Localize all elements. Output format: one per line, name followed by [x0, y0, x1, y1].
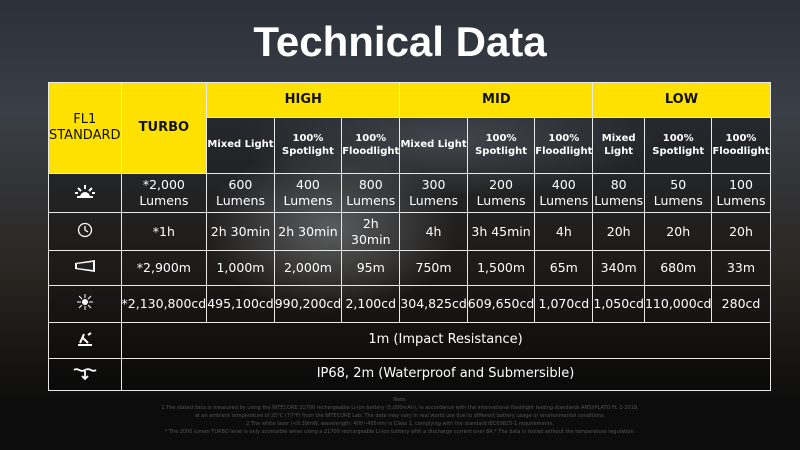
intensity-icon	[48, 285, 122, 323]
table-cell: 110,000cd	[643, 285, 713, 323]
table-cell: 1,500m	[466, 250, 536, 286]
table-cell: 304,825cd	[399, 285, 468, 323]
table-cell: 750m	[399, 250, 468, 286]
footnote-line: 1.The stated data is measured by using t…	[161, 405, 639, 411]
mode-header: 100% Spotlight	[466, 117, 536, 174]
mode-header: 100% Spotlight	[643, 117, 713, 174]
table-cell: 50 Lumens	[643, 173, 713, 213]
table-cell: 2h 30min	[341, 212, 401, 251]
mode-header: 100% Floodlight	[341, 117, 401, 174]
mode-header: Mixed Light	[592, 117, 645, 174]
table-cell: 600 Lumens	[206, 173, 275, 213]
turbo-header: TURBO	[120, 82, 208, 174]
table-cell: 1,050cd	[592, 285, 645, 323]
table-row: *2,130,800cd 495,100cd 990,200cd 2,100cd 304…	[48, 285, 771, 323]
group-high: HIGH	[206, 82, 401, 118]
table-cell: 200 Lumens	[466, 173, 536, 213]
table-cell: 340m	[592, 250, 645, 286]
table-cell: *2,000 Lumens	[120, 173, 208, 213]
table-cell: 33m	[711, 250, 771, 286]
table-cell: 2,100cd	[341, 285, 401, 323]
table-cell: 2,000m	[273, 250, 343, 286]
footnote-line: * The 2000 lumen TURBO level is only acc…	[164, 429, 636, 435]
table-row: *1h 2h 30min 2h 30min 2h 30min 4h 3h 45min 4h 2…	[48, 212, 771, 251]
table-cell: *2,900m	[120, 250, 208, 286]
impact-resistance-icon	[48, 322, 122, 359]
standard-header: FL1 STANDARD	[48, 82, 122, 174]
table-cell: *2,130,800cd	[120, 285, 208, 323]
table-cell: 2h 30min	[206, 212, 275, 251]
table-cell: 609,650cd	[466, 285, 536, 323]
waterproof-value: IP68, 2m (Waterproof and Submersible)	[120, 358, 771, 391]
group-mid: MID	[399, 82, 594, 118]
mode-header: 100% Spotlight	[273, 117, 343, 174]
table-cell: 95m	[341, 250, 401, 286]
table-row: *2,000 Lumens 600 Lumens 400 Lumens 800 Lum…	[48, 173, 771, 213]
impact-resistance-value: 1m (Impact Resistance)	[120, 322, 771, 359]
footnote-line: 2.The white laser (<0.39mW, wavelength: …	[246, 421, 554, 427]
mode-header: 100% Floodlight	[711, 117, 771, 174]
beam-distance-icon	[48, 250, 122, 286]
spec-table: FL1 STANDARD TURBO HIGH MID LOW Mixed Li…	[48, 82, 771, 391]
table-cell: 100 Lumens	[711, 173, 771, 213]
table-cell: 280cd	[711, 285, 771, 323]
page-title: Technical Data	[253, 18, 547, 65]
table-cell: 20h	[592, 212, 645, 251]
footnote-line: Note:	[393, 397, 407, 403]
footnotes: Note: 1.The stated data is measured by us…	[0, 396, 800, 436]
table-cell: 495,100cd	[206, 285, 275, 323]
table-cell: 800 Lumens	[341, 173, 401, 213]
table-cell: 680m	[643, 250, 713, 286]
table-cell: 400 Lumens	[534, 173, 594, 213]
table-cell: 2h 30min	[273, 212, 343, 251]
table-cell: 990,200cd	[273, 285, 343, 323]
table-cell: 80 Lumens	[592, 173, 645, 213]
table-cell: 4h	[399, 212, 468, 251]
clock-icon	[48, 212, 122, 251]
table-cell: 4h	[534, 212, 594, 251]
table-cell: 65m	[534, 250, 594, 286]
footnote-line: at an ambient temperature of 25°C (77°F)…	[194, 413, 606, 419]
mode-header: Mixed Light	[206, 117, 275, 174]
table-row: *2,900m 1,000m 2,000m 95m 750m 1,500m 65m 340m 6…	[48, 250, 771, 286]
brightness-icon	[48, 173, 122, 213]
table-cell: 400 Lumens	[273, 173, 343, 213]
mode-header: 100% Floodlight	[534, 117, 594, 174]
table-cell: 20h	[643, 212, 713, 251]
table-cell: 300 Lumens	[399, 173, 468, 213]
table-cell: 1,070cd	[534, 285, 594, 323]
waterproof-icon	[48, 358, 122, 391]
table-cell: 20h	[711, 212, 771, 251]
mode-header: Mixed Light	[399, 117, 468, 174]
table-cell: *1h	[120, 212, 208, 251]
table-cell: 3h 45min	[466, 212, 536, 251]
group-low: LOW	[592, 82, 771, 118]
table-cell: 1,000m	[206, 250, 275, 286]
